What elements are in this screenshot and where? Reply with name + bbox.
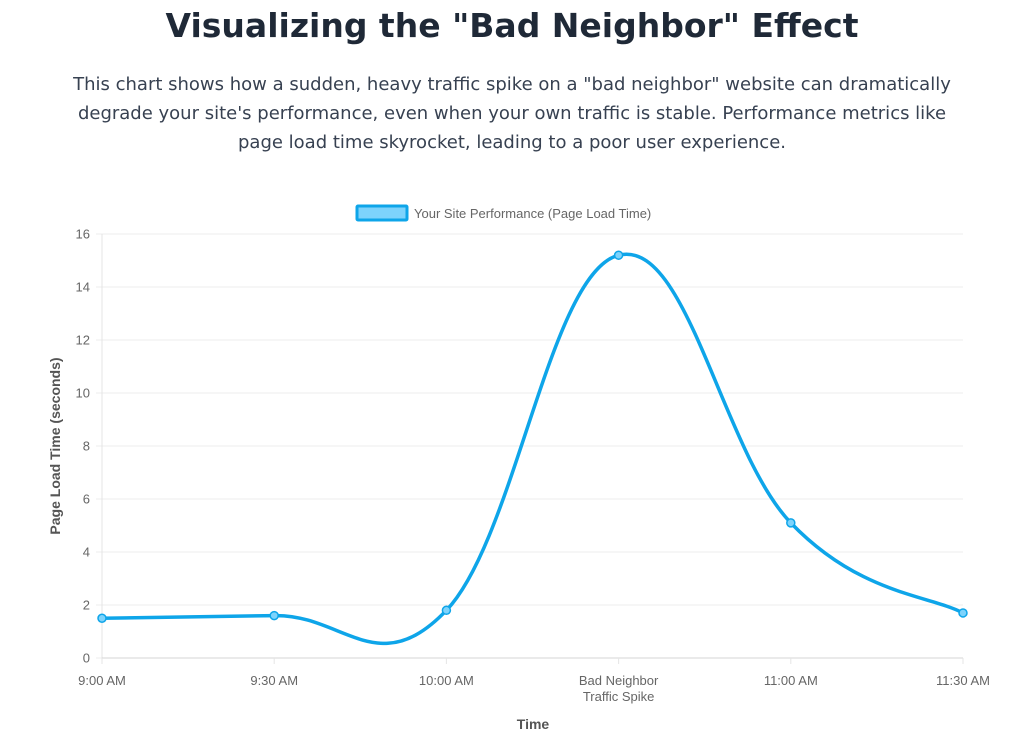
y-tick-labels: 0 2 4 6 8 10 12 14 16 bbox=[76, 227, 90, 666]
x-tick-label: Bad Neighbor bbox=[579, 673, 659, 688]
axes bbox=[96, 233, 964, 664]
chart-description: This chart shows how a sudden, heavy tra… bbox=[73, 74, 951, 153]
data-point[interactable] bbox=[958, 608, 968, 618]
data-point[interactable] bbox=[441, 605, 452, 616]
y-tick-label: 4 bbox=[83, 545, 90, 560]
chart-container: 0 2 4 6 8 10 12 14 16 9:00 AM 9:30 AM 10:00 AM Bad … bbox=[0, 195, 1024, 742]
x-tick-label: Traffic Spike bbox=[583, 689, 655, 704]
x-tick-label: 10:00 AM bbox=[419, 673, 474, 688]
data-point[interactable] bbox=[269, 610, 279, 621]
legend-label[interactable]: Your Site Performance (Page Load Time) bbox=[414, 206, 651, 221]
page-title: Visualizing the "Bad Neighbor" Effect bbox=[165, 6, 859, 45]
series-layer bbox=[97, 250, 968, 645]
y-tick-label: 2 bbox=[83, 598, 90, 613]
x-tick-label: 11:30 AM bbox=[936, 673, 990, 688]
data-point[interactable] bbox=[613, 250, 624, 260]
y-tick-label: 10 bbox=[76, 386, 90, 401]
legend[interactable]: Your Site Performance (Page Load Time) bbox=[355, 204, 651, 222]
x-tick-label: 9:30 AM bbox=[250, 673, 298, 688]
x-tick-labels: 9:00 AM 9:30 AM 10:00 AM Bad NeighborTraffi… bbox=[78, 673, 990, 704]
grid-lines bbox=[102, 233, 963, 606]
y-tick-label: 0 bbox=[83, 651, 90, 666]
line-chart: 0 2 4 6 8 10 12 14 16 9:00 AM 9:30 AM 10:00 AM Bad … bbox=[47, 204, 990, 732]
x-tick-label: 9:00 AM bbox=[78, 673, 126, 688]
series-line bbox=[100, 252, 965, 645]
data-point[interactable] bbox=[786, 518, 796, 528]
y-axis-title: Page Load Time (seconds) bbox=[47, 357, 63, 534]
y-tick-label: 16 bbox=[76, 227, 90, 242]
x-tick-label: 11:00 AM bbox=[764, 673, 818, 688]
y-tick-label: 8 bbox=[83, 439, 90, 454]
y-tick-label: 6 bbox=[83, 492, 90, 507]
y-tick-label: 12 bbox=[76, 333, 90, 348]
y-tick-label: 14 bbox=[76, 280, 90, 295]
legend-swatch[interactable] bbox=[355, 204, 409, 222]
x-axis-title: Time bbox=[517, 716, 550, 732]
data-point[interactable] bbox=[97, 613, 107, 623]
